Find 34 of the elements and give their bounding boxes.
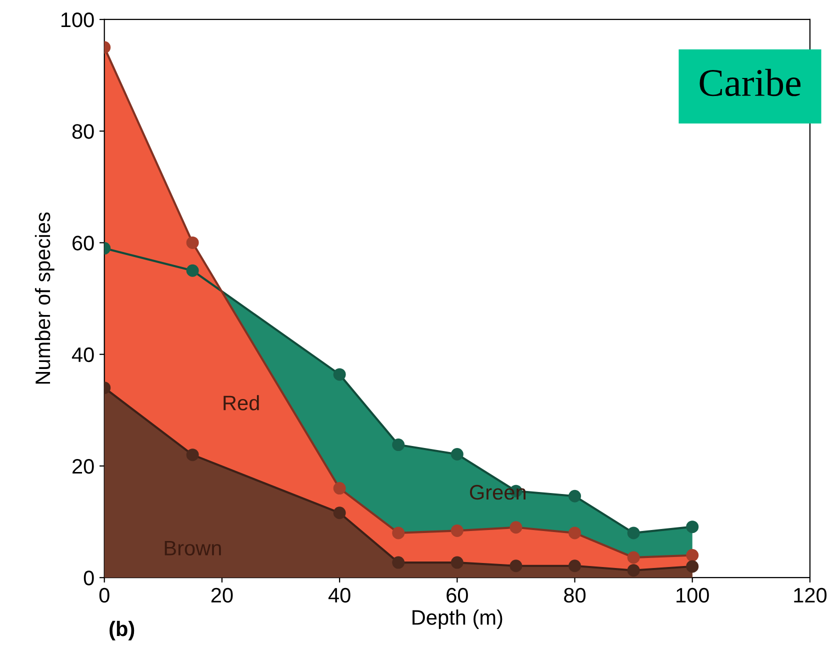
y-tick-label: 60: [72, 236, 94, 250]
point: [392, 556, 405, 569]
point: [627, 526, 640, 540]
point: [627, 564, 640, 577]
point: [333, 506, 346, 520]
x-tick-label: 20: [211, 588, 233, 603]
y-tick-label: 80: [72, 124, 94, 139]
point: [392, 438, 405, 452]
series-label: Green: [470, 484, 526, 500]
annotation: Caribe: [700, 68, 800, 96]
y-tick-label: 0: [84, 570, 94, 586]
x-axis-title: Depth (m): [412, 610, 502, 629]
x-tick-label: 120: [794, 588, 827, 603]
point: [186, 448, 199, 462]
point: [686, 520, 699, 534]
point: [450, 448, 464, 461]
x-tick-label: 40: [328, 588, 350, 603]
point: [186, 264, 199, 277]
y-axis-title: Number of species: [34, 212, 54, 384]
x-tick-label: 60: [446, 588, 468, 603]
x-tick-label: 0: [99, 588, 110, 603]
y-tick-label: 20: [72, 458, 94, 474]
point: [510, 560, 522, 572]
y-tick-label: 40: [72, 347, 94, 362]
y-tick-label: 100: [61, 12, 94, 28]
point: [333, 368, 346, 381]
point: [568, 490, 582, 502]
text: (b): [110, 620, 134, 640]
x-tick-label: 80: [564, 588, 586, 603]
point: [568, 560, 582, 572]
point: [686, 560, 699, 573]
x-tick-label: 100: [676, 588, 709, 603]
series-label: Red: [224, 395, 259, 410]
point: [450, 556, 464, 569]
